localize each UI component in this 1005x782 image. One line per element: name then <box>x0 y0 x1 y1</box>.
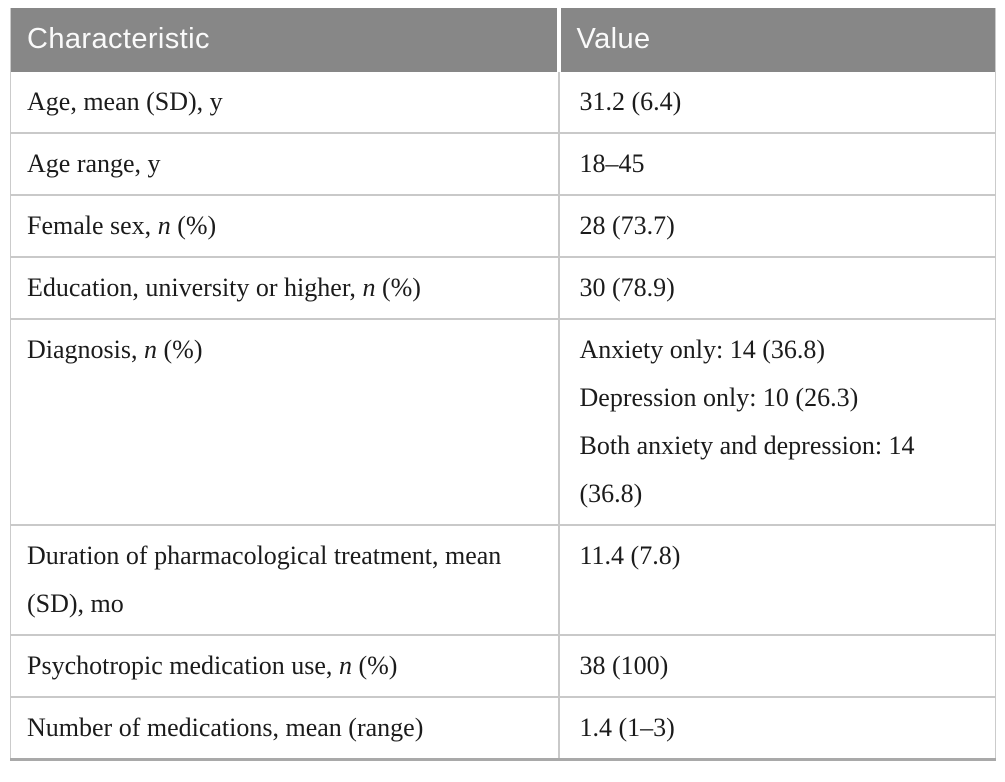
value-cell: 11.4 (7.8) <box>558 524 996 635</box>
column-header-characteristic: Characteristic <box>10 8 561 72</box>
table-row: Education, university or higher, n (%) 30… <box>10 256 996 319</box>
value-cell: 38 (100) <box>558 634 996 697</box>
value-line: 11.4 (7.8) <box>579 541 681 570</box>
characteristic-text: (%) <box>351 651 398 680</box>
value-cell: 31.2 (6.4) <box>558 72 996 133</box>
value-cell: Anxiety only: 14 (36.8) Depression only: … <box>558 318 996 525</box>
characteristic-text: (%) <box>375 273 421 302</box>
characteristic-text: Diagnosis, <box>27 335 144 364</box>
value-line: Both anxiety and depression: 14 (36.8) <box>579 431 915 508</box>
column-header-value: Value <box>558 8 996 72</box>
characteristic-italic-n: n <box>338 651 352 680</box>
value-line: 18–45 <box>579 149 645 178</box>
characteristic-cell: Diagnosis, n (%) <box>10 318 560 525</box>
value-line: 30 (78.9) <box>579 273 675 302</box>
characteristics-table: Characteristic Value Age, mean (SD), y 31… <box>10 8 996 761</box>
table-row: Age, mean (SD), y 31.2 (6.4) <box>10 72 996 133</box>
characteristic-italic-n: n <box>362 273 376 302</box>
table-row: Psychotropic medication use, n (%) 38 (10… <box>10 634 996 697</box>
characteristic-text: (%) <box>157 335 203 364</box>
table-row: Duration of pharmacological treatment, m… <box>10 524 996 635</box>
table-row: Female sex, n (%) 28 (73.7) <box>10 194 996 257</box>
characteristic-cell: Age, mean (SD), y <box>10 72 560 133</box>
value-line: 28 (73.7) <box>579 211 675 240</box>
value-line: 31.2 (6.4) <box>579 87 682 116</box>
table-row: Number of medications, mean (range) 1.4 (… <box>10 696 996 760</box>
characteristic-text: Number of medications, mean (range) <box>27 713 424 742</box>
characteristic-cell: Age range, y <box>10 132 560 195</box>
characteristic-text: Female sex, <box>27 211 158 240</box>
characteristic-italic-n: n <box>144 335 157 364</box>
characteristic-text: (%) <box>170 211 217 240</box>
header-row: Characteristic Value <box>10 8 996 72</box>
characteristic-cell: Education, university or higher, n (%) <box>10 256 560 319</box>
value-line: 38 (100) <box>579 651 669 680</box>
value-cell: 30 (78.9) <box>558 256 996 319</box>
value-line: Depression only: 10 (26.3) <box>579 383 859 412</box>
characteristic-text: Duration of pharmacological treatment, m… <box>27 541 502 618</box>
value-cell: 1.4 (1–3) <box>558 696 996 760</box>
characteristic-cell: Number of medications, mean (range) <box>10 696 560 760</box>
characteristic-text: Age range, y <box>27 149 161 178</box>
value-line: Anxiety only: 14 (36.8) <box>579 335 826 364</box>
characteristic-cell: Female sex, n (%) <box>10 194 560 257</box>
characteristic-text: Age, mean (SD), y <box>27 87 223 116</box>
characteristic-text: Psychotropic medication use, <box>27 651 339 680</box>
table-row: Age range, y 18–45 <box>10 132 996 195</box>
value-cell: 28 (73.7) <box>558 194 996 257</box>
value-cell: 18–45 <box>558 132 996 195</box>
table-row: Diagnosis, n (%) Anxiety only: 14 (36.8) D… <box>10 318 996 525</box>
characteristic-cell: Duration of pharmacological treatment, m… <box>10 524 560 635</box>
characteristic-text: Education, university or higher, <box>27 273 363 302</box>
table-body: Age, mean (SD), y 31.2 (6.4) Age range, y 1… <box>10 72 996 760</box>
characteristic-italic-n: n <box>157 211 171 240</box>
value-line: 1.4 (1–3) <box>579 713 675 742</box>
characteristic-cell: Psychotropic medication use, n (%) <box>10 634 560 697</box>
